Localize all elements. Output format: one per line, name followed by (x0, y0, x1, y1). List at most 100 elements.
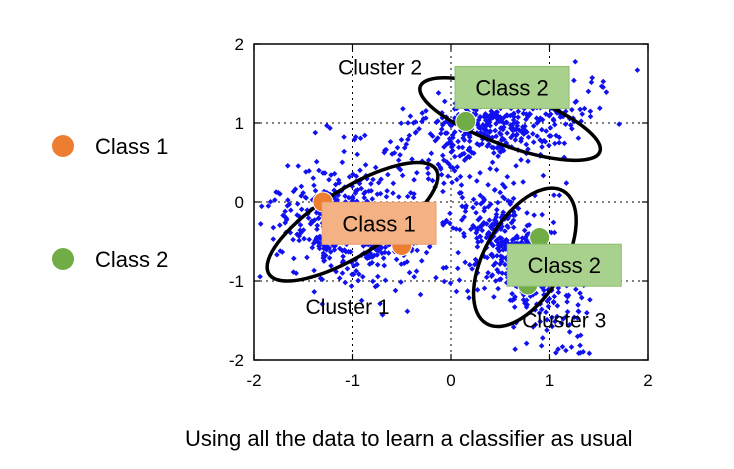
scatter-point (564, 299, 570, 305)
scatter-point (563, 180, 570, 186)
scatter-point (462, 208, 469, 215)
scatter-point (449, 147, 456, 154)
scatter-point (456, 144, 462, 151)
scatter-point (491, 150, 497, 156)
scatter-point (500, 247, 507, 253)
scatter-point (382, 244, 389, 251)
scatter-point (520, 179, 526, 185)
scatter-point (532, 321, 539, 328)
scatter-point (514, 235, 521, 241)
scatter-point (543, 309, 549, 316)
scatter-point (534, 120, 540, 126)
scatter-point (494, 266, 500, 273)
scatter-point (311, 288, 318, 295)
scatter-point (340, 258, 346, 264)
scatter-point (510, 324, 517, 330)
scatter-point (492, 127, 498, 134)
scatter-point (600, 84, 606, 91)
scatter-point (381, 262, 388, 269)
x-tick-label: 0 (446, 371, 455, 390)
scatter-point (356, 180, 363, 187)
scatter-point (524, 301, 531, 308)
scatter-point (303, 195, 309, 201)
scatter-point (424, 165, 431, 171)
y-tick-label: 2 (235, 35, 244, 54)
scatter-point (446, 220, 453, 226)
scatter-point (406, 132, 413, 139)
scatter-point (358, 185, 365, 192)
scatter-point (581, 105, 588, 112)
scatter-point (539, 117, 546, 123)
scatter-point (510, 217, 517, 224)
scatter-point (452, 129, 458, 135)
scatter-point (448, 149, 455, 155)
scatter-point (584, 310, 590, 316)
scatter-point (303, 169, 309, 175)
scatter-point (397, 166, 404, 173)
scatter-point (547, 125, 554, 131)
scatter-point (334, 197, 341, 203)
scatter-point (555, 289, 562, 296)
scatter-point (446, 135, 453, 142)
scatter-point (518, 129, 525, 135)
scatter-point (486, 141, 492, 148)
scatter-point (374, 282, 381, 289)
scatter-point (577, 106, 583, 113)
scatter-point (441, 157, 447, 163)
scatter-point (354, 261, 360, 268)
scatter-point (499, 181, 506, 188)
scatter-point (554, 313, 560, 320)
scatter-point (433, 274, 439, 281)
scatter-point (539, 126, 545, 133)
scatter-point (465, 153, 472, 160)
scatter-point (573, 286, 579, 293)
scatter-point (300, 227, 307, 233)
scatter-point (385, 250, 392, 256)
scatter-point (511, 113, 517, 120)
scatter-point (411, 191, 417, 197)
scatter-point (530, 131, 536, 137)
caption: Using all the data to learn a classifier… (185, 426, 633, 451)
scatter-point (474, 244, 481, 250)
scatter-point (265, 203, 272, 209)
scatter-point (464, 288, 471, 294)
scatter-point (406, 269, 413, 276)
scatter-point (544, 327, 550, 333)
scatter-point (500, 126, 506, 133)
scatter-point (374, 261, 381, 268)
scatter-point (313, 158, 320, 165)
scatter-point (518, 157, 524, 163)
scatter-point (413, 129, 419, 135)
scatter-point (349, 194, 356, 200)
scatter-point (300, 190, 306, 196)
scatter-point (411, 177, 417, 183)
scatter-point (442, 219, 449, 225)
scatter-point (510, 195, 517, 202)
scatter-point (426, 243, 433, 250)
scatter-point (374, 191, 381, 197)
scatter-point (586, 350, 593, 357)
scatter-point (486, 217, 493, 223)
scatter-point (455, 249, 461, 256)
scatter-point (553, 132, 559, 139)
scatter-point (411, 273, 417, 280)
scatter-point (540, 172, 547, 179)
scatter-point (462, 259, 468, 266)
scatter-point (290, 255, 297, 262)
scatter-point (459, 217, 465, 223)
scatter-point (357, 167, 363, 174)
scatter-point (545, 303, 552, 310)
scatter-point (597, 105, 603, 111)
scatter-point (473, 209, 479, 216)
scatter-point (523, 237, 529, 243)
scatter-point (514, 122, 521, 129)
scatter-point (541, 292, 547, 298)
scatter-point (409, 156, 415, 163)
scatter-point (585, 88, 592, 95)
scatter-point (539, 144, 545, 150)
scatter-point (571, 77, 577, 84)
scatter-point (463, 155, 469, 162)
scatter-point (547, 133, 554, 139)
scatter-point (587, 113, 594, 120)
scatter-point (296, 237, 302, 244)
